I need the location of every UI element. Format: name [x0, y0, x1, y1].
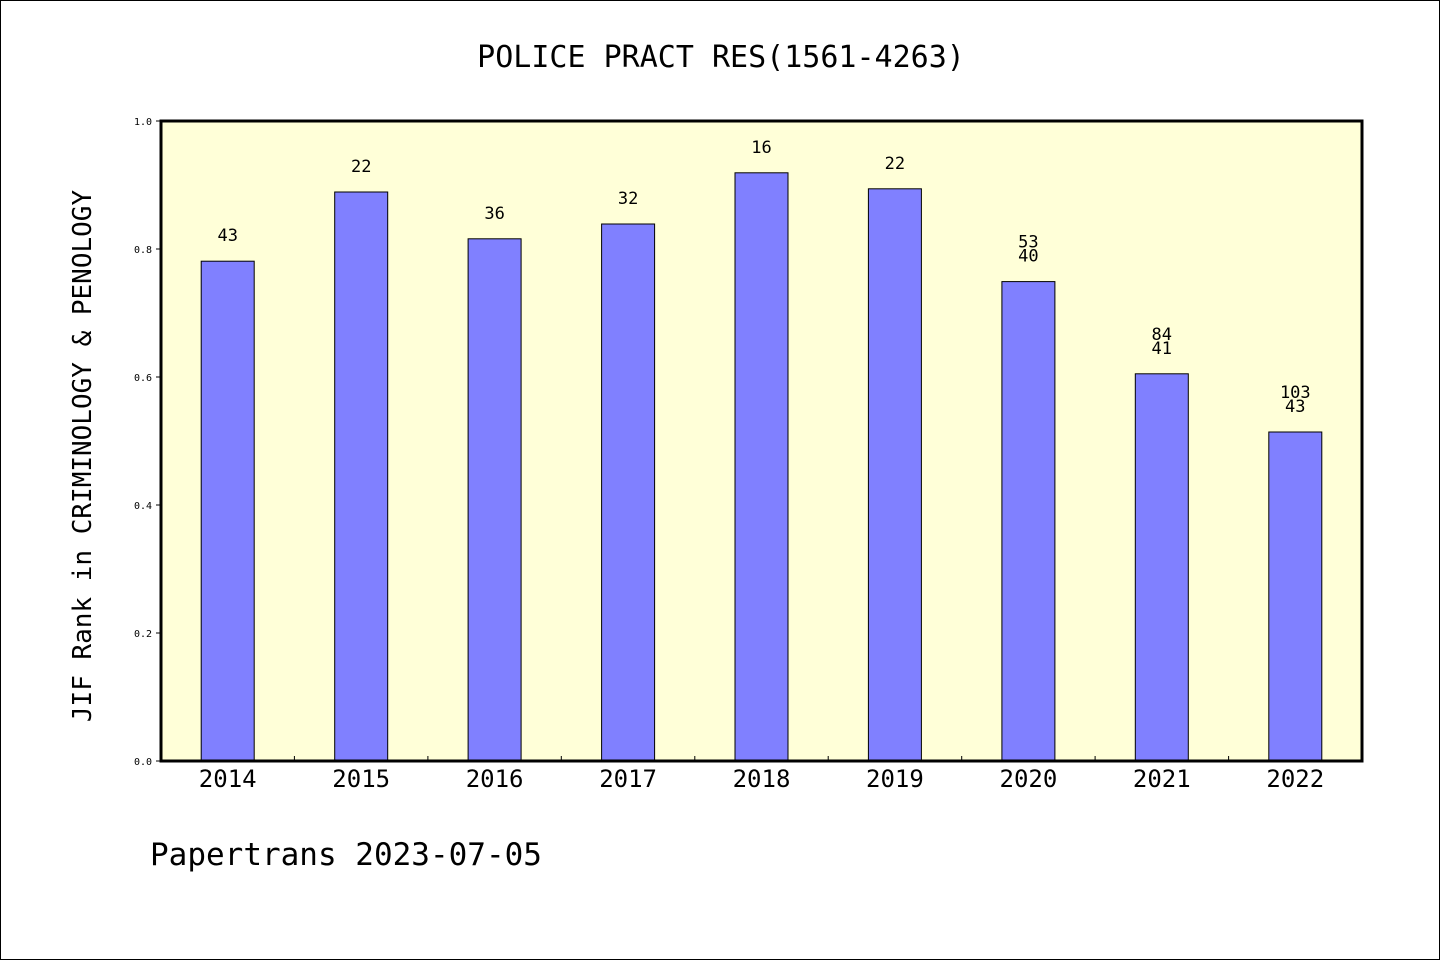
y-axis-label: JIF Rank in CRIMINOLOGY & PENOLOGY — [68, 190, 98, 723]
bar-2015 — [334, 191, 389, 762]
bar-2018 — [734, 172, 789, 762]
y-tick-label-0-6: 0.6 — [134, 373, 152, 384]
y-tick-label-0-0: 0.0 — [134, 757, 152, 768]
bar-2020 — [1001, 281, 1056, 762]
y-tick-label-0-8: 0.8 — [134, 245, 152, 256]
x-tick-label-2016: 2016 — [466, 765, 524, 793]
bar-2014 — [200, 260, 255, 762]
bar-2022 — [1268, 431, 1323, 762]
x-tick-label-2019: 2019 — [866, 765, 924, 793]
chart-title: POLICE PRACT RES(1561-4263) — [477, 40, 965, 75]
x-tick-label-2015: 2015 — [332, 765, 390, 793]
bar-label-2020-1: 53 — [1018, 233, 1038, 253]
bar-label-2021-1: 84 — [1152, 325, 1172, 345]
bars-group — [200, 172, 1323, 762]
x-tick-label-2014: 2014 — [199, 765, 257, 793]
bar-label-2015: 22 — [351, 157, 371, 177]
y-axis-ticks: 0.0 0.2 0.4 0.6 0.8 1.0 — [134, 117, 161, 768]
bar-label-2022-1: 103 — [1280, 383, 1311, 403]
bar-label-2014: 43 — [217, 226, 237, 246]
bar-2016 — [467, 238, 522, 762]
y-tick-label-0-4: 0.4 — [134, 501, 152, 512]
bar-2017 — [601, 223, 656, 762]
x-tick-label-2022: 2022 — [1266, 765, 1324, 793]
bar-label-2017: 32 — [618, 189, 638, 209]
x-tick-label-2017: 2017 — [599, 765, 657, 793]
bar-label-2022-2: 43 — [1285, 397, 1305, 417]
y-tick-label-0-2: 0.2 — [134, 629, 152, 640]
plot-border — [159, 119, 1364, 763]
footer-text: Papertrans 2023-07-05 — [150, 837, 542, 873]
bar-label-2019: 22 — [885, 154, 905, 174]
bar-label-2021-2: 41 — [1152, 339, 1172, 359]
x-tick-label-2020: 2020 — [1000, 765, 1058, 793]
bar-2021 — [1134, 373, 1189, 762]
bar-label-2016: 36 — [484, 204, 504, 224]
x-tick-label-2021: 2021 — [1133, 765, 1191, 793]
x-axis-ticks: 2014 2015 2016 2017 2018 2019 2020 2021 2022 — [199, 756, 1324, 793]
bar-label-2020-2: 40 — [1018, 247, 1038, 267]
x-tick-label-2018: 2018 — [733, 765, 791, 793]
bar-label-2018: 16 — [751, 138, 771, 158]
y-tick-label-1-0: 1.0 — [134, 117, 152, 128]
bar-2019 — [867, 188, 922, 762]
